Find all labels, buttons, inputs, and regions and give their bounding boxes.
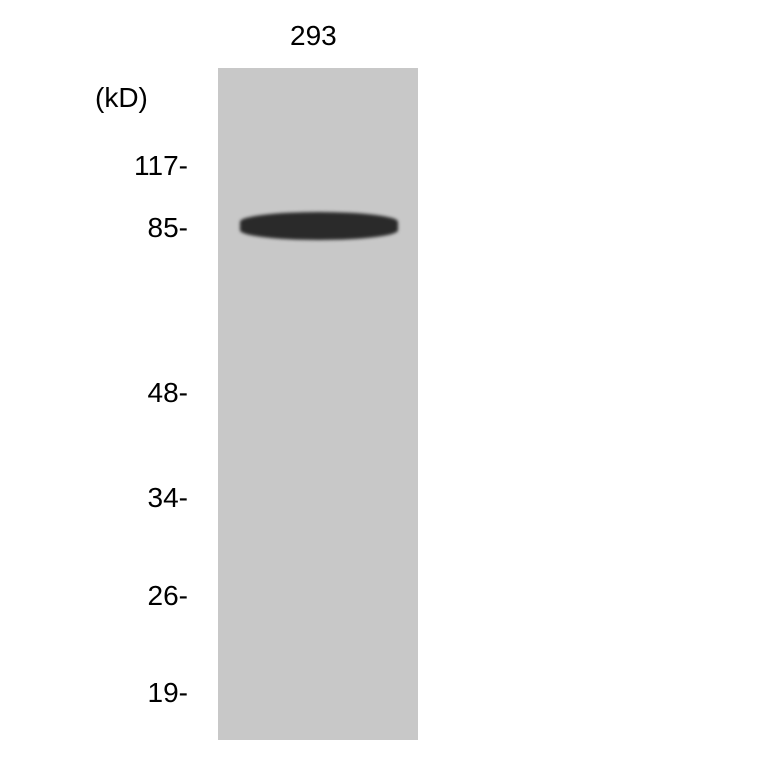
protein-band	[240, 212, 398, 240]
marker-34: 34-	[148, 482, 188, 514]
marker-19: 19-	[148, 677, 188, 709]
marker-48: 48-	[148, 377, 188, 409]
unit-label: (kD)	[95, 82, 148, 114]
western-blot-figure: 293 (kD) 117- 85- 48- 34- 26- 19-	[0, 0, 764, 764]
lane-strip	[218, 68, 418, 740]
marker-117: 117-	[134, 150, 188, 182]
lane-label: 293	[290, 20, 337, 52]
marker-85: 85-	[148, 212, 188, 244]
marker-26: 26-	[148, 580, 188, 612]
